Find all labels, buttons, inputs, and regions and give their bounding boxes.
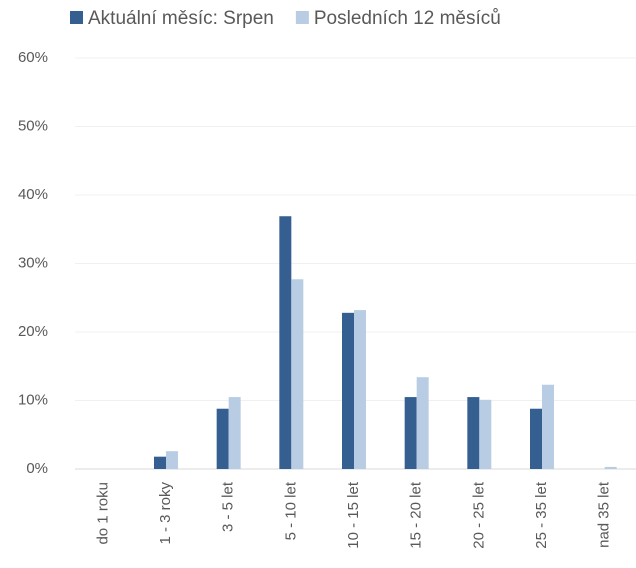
- x-tick-label: do 1 roku: [94, 482, 111, 545]
- x-tick-label: nad 35 let: [596, 481, 613, 548]
- bar: [279, 216, 292, 469]
- bar: [604, 466, 617, 469]
- x-tick-label: 20 - 25 let: [470, 481, 487, 549]
- x-tick-label: 10 - 15 let: [345, 481, 362, 549]
- bar: [154, 456, 166, 469]
- bar: [354, 310, 366, 469]
- y-tick-label: 10%: [18, 391, 48, 408]
- legend-swatch: [70, 11, 83, 24]
- y-tick-label: 50%: [18, 117, 48, 134]
- y-tick-label: 30%: [18, 254, 48, 271]
- bar: [228, 397, 241, 469]
- legend-swatch: [295, 11, 309, 24]
- x-tick-label: 5 - 10 let: [282, 481, 299, 540]
- bar: [542, 384, 554, 469]
- bar: [467, 397, 480, 469]
- legend-text: Posledních 12 měsíců: [314, 8, 501, 29]
- bar: [166, 451, 178, 469]
- x-tick-label: 1 - 3 roky: [157, 482, 174, 545]
- x-tick-label: 25 - 35 let: [533, 481, 550, 549]
- bar: [479, 399, 492, 469]
- y-tick-label: 60%: [18, 49, 48, 66]
- bar: [342, 312, 354, 469]
- y-tick-label: 0%: [26, 460, 48, 477]
- bar: [416, 377, 429, 469]
- x-tick-label: 3 - 5 let: [220, 481, 237, 532]
- bar: [216, 408, 229, 469]
- bar: [291, 279, 304, 469]
- x-tick-label: 15 - 20 let: [408, 481, 425, 549]
- bar: [530, 408, 542, 469]
- y-tick-label: 40%: [18, 186, 48, 203]
- legend-text: Aktuální měsíc: Srpen: [88, 8, 274, 29]
- y-tick-label: 20%: [18, 323, 48, 340]
- bar: [404, 397, 417, 469]
